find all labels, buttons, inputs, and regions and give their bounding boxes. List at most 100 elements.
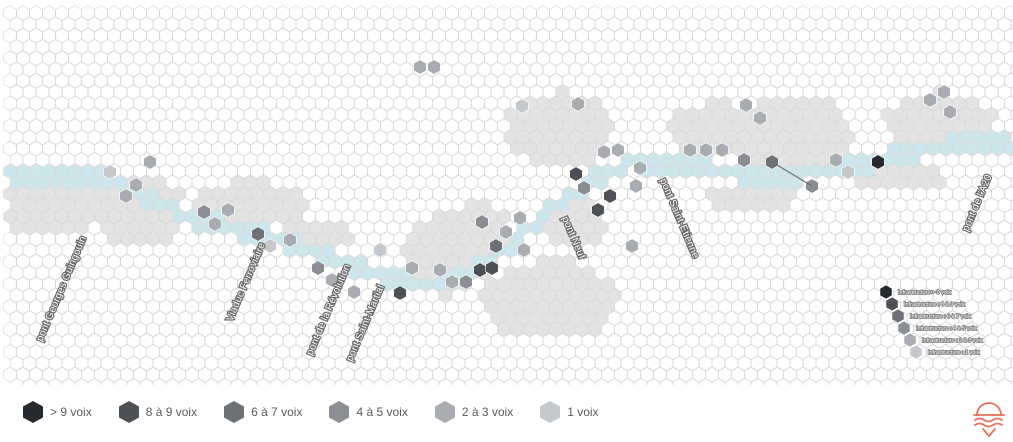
hex-cell xyxy=(523,163,537,179)
hex-cell xyxy=(185,118,199,134)
hex-cell xyxy=(61,106,76,123)
hex-cell xyxy=(432,118,446,134)
hex-cell xyxy=(204,16,219,33)
hex-cell xyxy=(744,253,758,270)
hex-cell xyxy=(750,355,765,372)
hex-cell xyxy=(971,152,986,168)
hex-cell xyxy=(542,219,557,236)
hex-cell xyxy=(321,39,336,55)
hex-cell xyxy=(523,73,537,89)
river-cell xyxy=(172,208,186,225)
infrastructure-cell xyxy=(513,210,527,226)
hex-cell xyxy=(874,73,888,89)
hex-cell xyxy=(419,321,433,338)
hex-cell xyxy=(380,231,394,247)
hex-cell xyxy=(809,299,823,315)
hex-cell xyxy=(341,73,355,89)
hex-cell xyxy=(42,95,56,112)
hex-cell xyxy=(666,27,680,44)
hex-cell xyxy=(1004,366,1013,383)
hex-cell xyxy=(542,378,557,385)
hex-cell xyxy=(68,208,82,225)
river-cell xyxy=(61,174,76,191)
hex-cell xyxy=(562,118,576,134)
hex-cell xyxy=(666,140,680,157)
hex-cell xyxy=(477,310,492,326)
hex-cell xyxy=(822,344,836,360)
hex-cell xyxy=(94,50,108,66)
river-cell xyxy=(22,174,37,191)
hex-cell xyxy=(445,5,459,21)
hex-cell xyxy=(633,39,648,55)
hex-cell xyxy=(893,174,908,191)
hex-cell xyxy=(425,106,440,123)
hex-cell xyxy=(198,186,212,202)
hex-cell xyxy=(672,355,687,372)
hex-cell xyxy=(432,299,446,315)
hex-cell xyxy=(607,332,622,349)
hex-cell xyxy=(451,39,466,55)
hex-cell xyxy=(347,355,362,372)
hex-cell xyxy=(542,242,557,259)
hex-cell xyxy=(321,332,336,349)
hex-cell xyxy=(945,197,960,213)
hex-cell xyxy=(633,197,648,213)
hex-cell xyxy=(165,39,180,55)
hex-cell xyxy=(685,106,700,123)
hex-cell xyxy=(646,16,661,33)
hex-cell xyxy=(139,129,154,146)
hex-cell xyxy=(926,253,940,270)
hex-cell xyxy=(900,95,914,112)
hex-cell xyxy=(451,106,466,123)
legend-item: > 9 voix xyxy=(22,400,92,424)
hex-cell xyxy=(269,287,284,304)
hex-cell xyxy=(555,61,570,78)
hex-cell xyxy=(796,366,810,383)
hex-cell xyxy=(425,332,440,349)
hex-cell xyxy=(991,231,1005,247)
hex-cell xyxy=(627,118,641,134)
hex-cell xyxy=(874,186,888,202)
hex-cell xyxy=(360,310,375,326)
hex-cell xyxy=(861,208,875,225)
hex-cell xyxy=(971,242,986,259)
hex-cell xyxy=(945,152,960,168)
hex-cell xyxy=(991,95,1005,112)
hex-cell xyxy=(451,378,466,385)
hex-cell xyxy=(555,106,570,123)
hex-cell xyxy=(250,276,264,292)
hex-cell xyxy=(438,287,453,304)
hex-cell xyxy=(191,355,206,372)
hex-cell xyxy=(276,344,290,360)
hex-cell xyxy=(393,140,407,157)
mini-legend-hex xyxy=(879,284,893,300)
hex-cell xyxy=(679,95,693,112)
hex-cell xyxy=(425,152,440,168)
hex-cell xyxy=(880,219,895,236)
hex-cell xyxy=(614,5,628,21)
hex-cell xyxy=(672,84,687,100)
hex-cell xyxy=(87,265,102,281)
hex-cell xyxy=(68,344,82,360)
hex-cell xyxy=(16,253,30,270)
hex-cell xyxy=(568,16,583,33)
hex-cell xyxy=(711,310,726,326)
hex-cell xyxy=(744,321,758,338)
hex-cell xyxy=(367,299,381,315)
hex-cell xyxy=(120,231,134,247)
hex-cell xyxy=(61,152,76,168)
hex-cell xyxy=(42,186,56,202)
hex-cell xyxy=(997,152,1012,168)
hex-cell xyxy=(776,355,791,372)
hex-cell xyxy=(620,332,635,349)
hex-cell xyxy=(549,344,563,360)
hex-cell xyxy=(367,208,381,225)
hex-cell xyxy=(991,208,1005,225)
hex-cell xyxy=(542,84,557,100)
hex-cell xyxy=(653,208,667,225)
hex-cell xyxy=(172,344,186,360)
hex-cell xyxy=(601,50,615,66)
hex-cell xyxy=(510,27,524,44)
hex-cell xyxy=(861,186,875,202)
hex-cell xyxy=(984,355,999,372)
